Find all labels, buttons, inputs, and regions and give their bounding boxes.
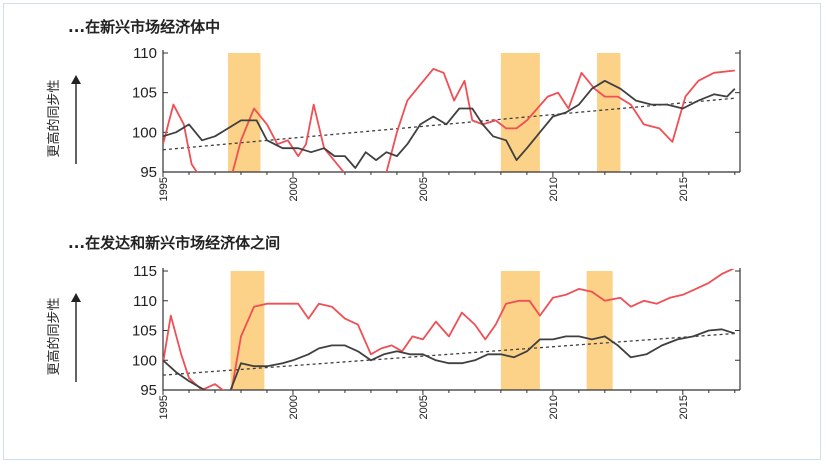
shaded-period	[586, 271, 613, 390]
x-tick-label: 2010	[548, 395, 560, 419]
x-tick-label: 1995	[158, 177, 170, 201]
y-tick-label: 105	[132, 85, 157, 102]
x-tick-label: 2000	[288, 395, 300, 419]
x-tick-label: 2010	[548, 177, 560, 201]
x-tick-label: 2015	[678, 177, 690, 201]
series-line-red	[163, 68, 735, 172]
series-line-black	[163, 328, 736, 390]
y-tick-label: 95	[140, 164, 157, 181]
y-axis-label: 更高的同步性	[46, 79, 62, 157]
shaded-period	[500, 271, 540, 390]
y-tick-label: 110	[133, 45, 157, 62]
shaded-period	[227, 53, 261, 172]
x-tick-label: 2005	[418, 177, 430, 201]
x-tick-label: 2005	[418, 395, 430, 419]
x-tick-label: 2015	[678, 395, 690, 419]
up-arrow-icon	[71, 75, 81, 84]
chart-title: ...在新兴市场经济体中	[68, 18, 220, 36]
chart-panel-2: ...在发达和新兴市场经济体之间 95 100 105 110 115 1995 2000 20…	[46, 234, 741, 419]
x-tick-label: 1995	[158, 395, 170, 419]
y-tick-label: 100	[132, 124, 157, 141]
shaded-period	[597, 53, 621, 172]
chart-frame	[3, 3, 821, 460]
chart-title: ...在发达和新兴市场经济体之间	[68, 234, 280, 252]
y-tick-label: 115	[133, 263, 157, 280]
series-line-black	[163, 79, 736, 169]
y-axis-label: 更高的同步性	[46, 297, 62, 375]
series-line-red	[163, 269, 735, 390]
up-arrow-icon	[71, 293, 81, 302]
y-tick-label: 105	[132, 323, 157, 340]
x-tick-label: 2000	[288, 177, 300, 201]
y-tick-label: 110	[133, 293, 157, 310]
y-tick-label: 95	[140, 382, 157, 399]
chart-panel-1: ...在新兴市场经济体中 95 100 105 110 1995 2000 2005 2010 2…	[46, 18, 741, 201]
y-tick-label: 100	[132, 352, 157, 369]
